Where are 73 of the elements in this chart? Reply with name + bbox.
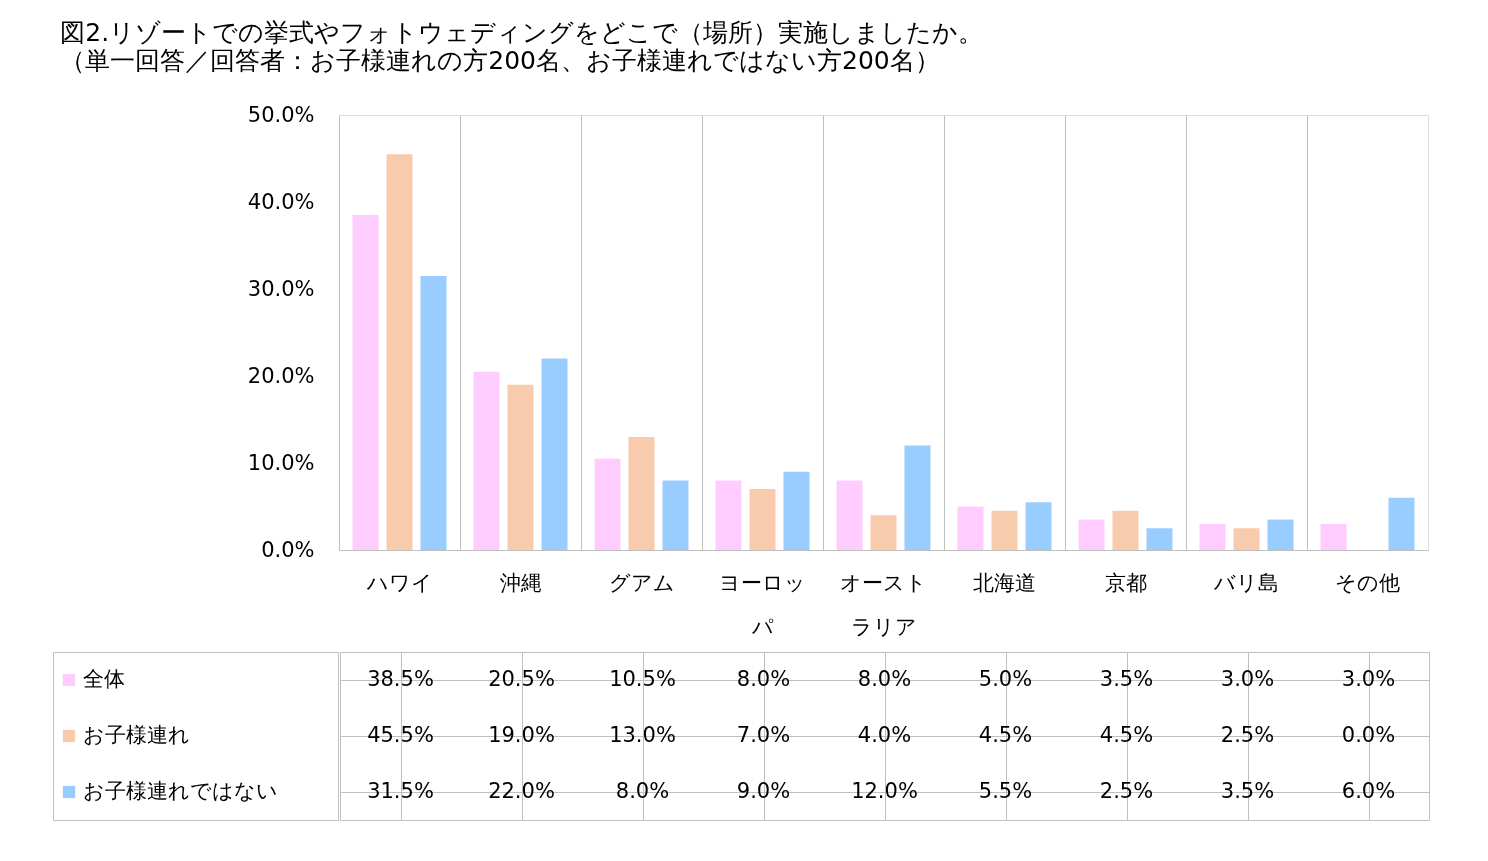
bar <box>1320 523 1347 550</box>
x-tick-label: ヨーロッパ <box>719 570 806 639</box>
y-tick-label: 40.0% <box>247 189 315 214</box>
data-label: 13.0% <box>609 723 676 747</box>
x-tick-label: グアム <box>608 570 675 595</box>
bar <box>1233 528 1260 550</box>
x-tick-label: その他 <box>1335 570 1400 595</box>
x-tick-label: 北海道 <box>973 570 1036 595</box>
chart-subtitle: （単一回答／回答者：お子様連れの方200名、お子様連れではない方200名） <box>60 45 940 75</box>
data-label: 4.0% <box>857 723 912 747</box>
bar <box>870 515 897 550</box>
data-label: 12.0% <box>851 779 918 803</box>
data-label: 0.0% <box>1341 723 1396 747</box>
bar <box>1199 523 1226 550</box>
data-label: 9.0% <box>736 779 791 803</box>
data-label: 10.5% <box>609 667 676 691</box>
data-label: 6.0% <box>1341 779 1396 803</box>
bar <box>473 371 500 550</box>
bar <box>386 154 413 550</box>
bar <box>836 480 863 550</box>
bar <box>420 275 447 550</box>
data-label: 3.5% <box>1220 779 1275 803</box>
bar <box>1388 497 1415 550</box>
bar <box>507 384 534 550</box>
data-label: 4.5% <box>978 723 1033 747</box>
bar <box>783 471 810 550</box>
bar <box>904 445 931 550</box>
data-label: 5.0% <box>978 667 1033 691</box>
bar <box>1025 502 1052 550</box>
bar <box>957 506 984 550</box>
x-tick-label: 京都 <box>1104 570 1147 595</box>
data-label: 20.5% <box>488 667 555 691</box>
y-tick-label: 10.0% <box>247 450 315 475</box>
data-label: 31.5% <box>367 779 434 803</box>
data-label: 45.5% <box>367 723 434 747</box>
y-tick-label: 30.0% <box>247 276 315 301</box>
data-label: 2.5% <box>1099 779 1154 803</box>
y-tick-label: 0.0% <box>261 537 315 562</box>
x-tick-label: ハワイ <box>365 570 433 595</box>
bar <box>628 436 655 550</box>
data-label: 38.5% <box>367 667 434 691</box>
data-label: 3.0% <box>1220 667 1275 691</box>
legend-label: 全体 <box>83 667 125 691</box>
data-label: 5.5% <box>978 779 1033 803</box>
data-label: 4.5% <box>1099 723 1154 747</box>
bar <box>594 458 621 550</box>
bar <box>1146 528 1173 550</box>
data-label: 2.5% <box>1220 723 1275 747</box>
bar <box>1267 519 1294 550</box>
data-label: 8.0% <box>615 779 670 803</box>
data-label: 8.0% <box>857 667 912 691</box>
y-tick-label: 20.0% <box>247 363 315 388</box>
legend-label: お子様連れではない <box>83 779 278 803</box>
data-label: 7.0% <box>736 723 791 747</box>
bar <box>1112 510 1139 550</box>
x-tick-label: 沖縄 <box>499 570 542 595</box>
data-label: 8.0% <box>736 667 791 691</box>
data-label: 22.0% <box>488 779 555 803</box>
bar <box>1078 519 1105 550</box>
x-tick-label: オーストラリア <box>840 570 927 639</box>
data-label: 19.0% <box>488 723 555 747</box>
data-label: 3.5% <box>1099 667 1154 691</box>
bar <box>352 215 379 550</box>
bar <box>749 489 776 550</box>
y-tick-label: 50.0% <box>247 102 315 127</box>
legend-label: お子様連れ <box>83 723 190 747</box>
chart-title: 図2.リゾートでの挙式やフォトウェディングをどこで（場所）実施しましたか。 <box>60 17 984 47</box>
bar <box>541 358 568 550</box>
data-label: 3.0% <box>1341 667 1396 691</box>
bar <box>991 510 1018 550</box>
bar <box>715 480 742 550</box>
bar <box>662 480 689 550</box>
x-tick-label: バリ島 <box>1213 570 1279 595</box>
